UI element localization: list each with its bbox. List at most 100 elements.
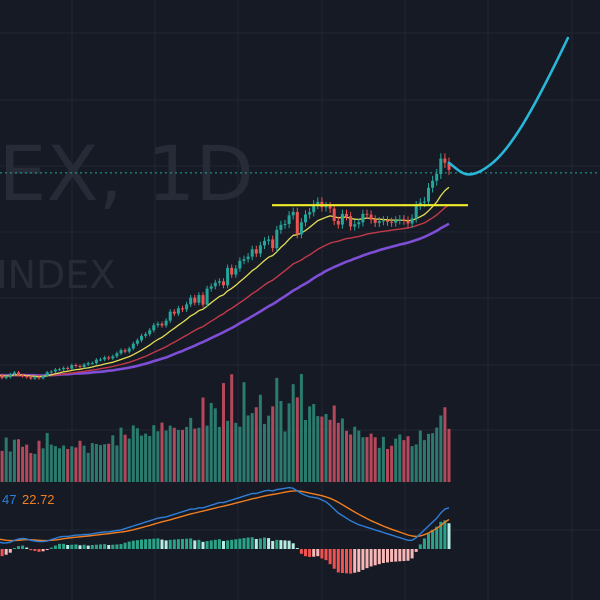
candle: [242, 255, 246, 265]
candle-body: [123, 350, 127, 352]
macd-histogram-bar: [394, 549, 398, 562]
watermark-subtitle: VNINDEX: [0, 253, 115, 297]
macd-histogram-bar: [238, 538, 242, 549]
macd-histogram-bar: [353, 549, 357, 573]
candle: [185, 301, 189, 312]
candle: [312, 200, 316, 217]
candle-body: [439, 158, 443, 174]
macd-histogram-bar: [21, 545, 25, 549]
candle: [86, 361, 90, 367]
volume-bar: [246, 415, 250, 482]
candle-body: [160, 323, 164, 326]
macd-histogram-bar: [332, 549, 336, 569]
macd-histogram-bar: [263, 537, 266, 549]
candle: [394, 216, 398, 227]
macd-histogram-bar: [230, 539, 234, 549]
macd-histogram-bar: [320, 549, 324, 559]
candle: [324, 201, 328, 212]
macd-histogram-bar: [127, 541, 131, 549]
candle-body: [308, 212, 312, 215]
candle-body: [25, 376, 29, 378]
macd-histogram-bar: [308, 549, 312, 558]
macd-histogram-bar: [386, 549, 389, 563]
volume-bar: [74, 447, 78, 482]
macd-histogram-bar: [197, 539, 201, 549]
macd-histogram-bar: [107, 544, 111, 549]
volume-bar: [222, 383, 225, 482]
volume-bar: [271, 406, 275, 482]
macd-histogram-bar: [435, 526, 439, 549]
candle: [58, 367, 61, 372]
volume-bar: [135, 428, 139, 482]
macd-histogram-bar: [156, 538, 160, 549]
candle: [381, 216, 385, 226]
volume-bar: [12, 439, 16, 482]
candle-body: [193, 297, 197, 303]
volume-bar: [185, 426, 189, 482]
candle: [435, 169, 439, 186]
candle: [99, 357, 102, 362]
candle: [131, 341, 135, 351]
volume-bar: [365, 437, 369, 482]
candle-body: [156, 323, 160, 326]
macd-histogram-bar: [271, 540, 275, 549]
macd-histogram-bar: [164, 540, 168, 549]
candle: [90, 361, 94, 365]
macd-histogram-bar: [103, 544, 107, 549]
candle: [70, 363, 74, 371]
macd-histogram-bar: [279, 540, 283, 549]
candle: [8, 372, 12, 379]
moving-averages: [0, 186, 450, 378]
candle: [111, 354, 115, 361]
candle: [345, 209, 348, 221]
macd-histogram-bar: [181, 538, 184, 549]
candle: [115, 351, 119, 359]
signal-line: [0, 490, 450, 542]
candle-body: [263, 240, 266, 246]
candle: [361, 209, 365, 227]
macd-line: [0, 486, 450, 544]
macd-histogram-bar: [140, 539, 143, 549]
candle-body: [213, 282, 217, 287]
macd-histogram-bar: [299, 549, 303, 554]
candle: [103, 355, 107, 362]
volume-bar: [361, 437, 365, 482]
volume-bar: [369, 433, 373, 482]
volume-bar: [193, 428, 197, 482]
candle: [336, 216, 340, 229]
volume-bar: [107, 443, 111, 482]
candle-body: [394, 220, 398, 223]
candle: [53, 368, 57, 373]
candle: [156, 321, 160, 328]
volume-bar: [66, 448, 70, 482]
volume-bar: [320, 416, 324, 482]
candle: [94, 358, 98, 365]
macd-pane: [0, 486, 451, 574]
candle: [41, 374, 45, 380]
volume-bar: [418, 430, 422, 482]
candle: [107, 355, 111, 361]
macd-histogram-bar: [4, 549, 8, 555]
candle: [197, 292, 201, 306]
macd-histogram-bar: [381, 549, 385, 564]
candle-body: [336, 220, 340, 225]
volume-bar: [37, 440, 41, 482]
volume-bar: [213, 408, 217, 482]
volume-bar: [164, 430, 168, 482]
macd-histogram-bar: [234, 539, 238, 549]
candle-body: [447, 162, 451, 170]
candle-body: [0, 375, 4, 378]
volume-bar: [443, 407, 447, 482]
candle-body: [279, 224, 283, 230]
volume-bar: [90, 443, 94, 482]
candle-body: [258, 245, 262, 254]
candle-body: [234, 268, 238, 275]
volume-bar: [336, 422, 340, 482]
candle-body: [340, 213, 344, 225]
candle: [283, 219, 287, 229]
candle-body: [103, 357, 107, 360]
macd-histogram-bar: [312, 549, 316, 557]
macd-histogram-bar: [115, 544, 119, 549]
macd-histogram-bar: [209, 540, 213, 549]
volume-bar: [398, 434, 402, 482]
